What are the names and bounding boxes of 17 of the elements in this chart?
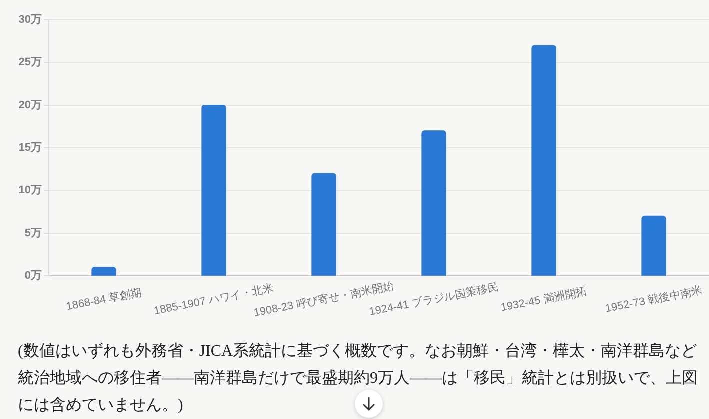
y-tick-label: 30万: [18, 14, 42, 26]
y-tick-label: 10万: [18, 184, 42, 197]
x-tick-label: 1868-84 草創期: [65, 286, 143, 314]
y-tick-label: 0万: [24, 270, 42, 282]
bar: [202, 105, 226, 276]
y-tick-label: 15万: [18, 142, 42, 154]
x-tick-label: 1952-73 戦後中南米: [604, 284, 704, 316]
bar: [92, 267, 116, 276]
bar: [532, 45, 556, 276]
y-tick-label: 5万: [24, 227, 42, 240]
y-tick-label: 25万: [18, 56, 42, 69]
y-tick-label: 20万: [18, 99, 42, 112]
bar: [312, 173, 336, 276]
bar: [422, 130, 446, 276]
bar: [642, 216, 666, 276]
x-tick-label: 1932-45 満洲開拓: [500, 284, 588, 314]
text: (数値はいずれも外務省・JICA系統計に基づく概数です。なお朝鮮・台湾・樺太・南洋群島など統治地域への移住者——南洋群島だけで最盛期約9万人——は「移民」統計とは別扱いで、上図には含めていません。): [18, 342, 699, 416]
